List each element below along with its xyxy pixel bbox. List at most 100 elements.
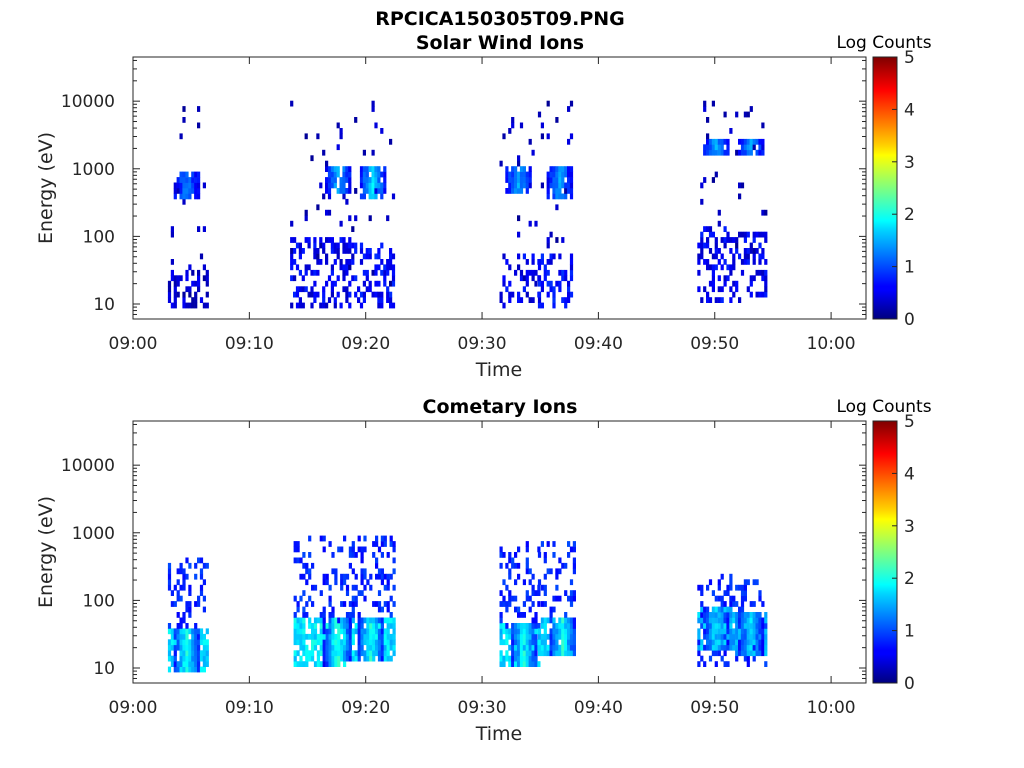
spectrogram-cell: [543, 275, 547, 282]
spectrogram-cell: [746, 617, 750, 624]
spectrogram-cell: [363, 568, 367, 575]
spectrogram-cell: [375, 562, 379, 569]
spectrogram-cell: [735, 111, 739, 118]
spectrogram-cell: [517, 639, 521, 646]
spectrogram-cell: [383, 166, 387, 172]
spectrogram-cell: [514, 595, 518, 602]
spectrogram-cell: [743, 612, 747, 618]
spectrogram-cell: [348, 171, 352, 178]
spectrogram-cell: [337, 633, 341, 640]
spectrogram-cell: [531, 650, 535, 657]
spectrogram-cell: [360, 639, 364, 646]
spectrogram-cell: [351, 628, 355, 635]
spectrogram-cell: [327, 182, 332, 189]
spectrogram-cell: [363, 655, 367, 662]
spectrogram-cell: [552, 595, 556, 602]
spectrogram-cell: [537, 259, 542, 265]
spectrogram-cell: [325, 177, 329, 183]
spectrogram-cell: [293, 595, 297, 602]
spectrogram-cell: [740, 595, 745, 602]
spectrogram-cell: [348, 601, 352, 607]
spectrogram-cell: [179, 655, 183, 662]
spectrogram-cell: [386, 617, 390, 624]
spectrogram-cell: [755, 231, 759, 238]
spectrogram-cell: [380, 644, 384, 651]
spectrogram-cell: [365, 275, 369, 282]
spectrogram-cell: [348, 639, 352, 646]
spectrogram-cell: [313, 291, 317, 298]
spectrogram-cell: [319, 628, 323, 635]
spectrogram-cell: [743, 138, 747, 145]
spectrogram-cell: [348, 259, 352, 265]
spectrogram-cell: [302, 628, 306, 635]
spectrogram-cell: [729, 579, 733, 586]
spectrogram-cell: [319, 590, 323, 596]
spectrogram-cell: [726, 275, 730, 282]
spectrogram-cell: [543, 269, 547, 276]
spectrogram-cell: [330, 166, 334, 172]
spectrogram-cell: [308, 623, 312, 629]
spectrogram-cell: [561, 177, 565, 183]
spectrogram-cell: [569, 100, 574, 107]
spectrogram-cell: [340, 655, 344, 662]
spectrogram-cell: [354, 623, 358, 629]
spectrogram-cell: [517, 655, 521, 662]
figure-title: RPCICA150305T09.PNG: [375, 8, 625, 30]
spectrogram-cell: [552, 633, 556, 640]
spectrogram-cell: [758, 633, 762, 640]
spectrogram-cell: [301, 286, 305, 293]
spectrogram-cell: [316, 253, 320, 260]
spectrogram-cell: [360, 633, 364, 640]
spectrogram-cell: [514, 269, 518, 276]
spectrogram-cell: [558, 286, 562, 293]
spectrogram-cell: [525, 644, 529, 651]
spectrogram-cell: [188, 666, 192, 673]
spectrogram-cell: [290, 248, 294, 254]
spectrogram-cell: [191, 269, 195, 276]
spectrogram-cell: [351, 601, 355, 607]
spectrogram-cell: [331, 644, 335, 651]
spectrogram-cell: [514, 650, 518, 657]
spectrogram-cell: [372, 655, 376, 662]
spectrogram-cell: [391, 269, 396, 276]
spectrogram-cell: [179, 628, 183, 635]
spectrogram-cell: [377, 590, 382, 596]
x-tick-label: 09:50: [690, 334, 739, 354]
spectrogram-cell: [362, 149, 366, 156]
spectrogram-cell: [531, 590, 535, 596]
spectrogram-cell: [749, 633, 753, 640]
spectrogram-cell: [764, 628, 768, 635]
spectrogram-cell: [522, 166, 526, 172]
spectrogram-cell: [322, 639, 326, 646]
spectrogram-cell: [758, 149, 762, 156]
spectrogram-cell: [295, 286, 300, 293]
spectrogram-cell: [537, 297, 542, 303]
spectrogram-cell: [714, 623, 718, 629]
spectrogram-cell: [714, 149, 718, 156]
spectrogram-cell: [197, 644, 201, 651]
spectrogram-cell: [514, 628, 518, 635]
spectrogram-cell: [348, 628, 352, 635]
spectrogram-cell: [703, 149, 707, 156]
spectrogram-cell: [290, 100, 294, 107]
spectrogram-cell: [729, 286, 733, 293]
spectrogram-cell: [755, 579, 759, 586]
spectrogram-cell: [302, 552, 306, 558]
spectrogram-cell: [511, 122, 515, 129]
spectrogram-cell: [322, 655, 326, 662]
spectrogram-cell: [508, 280, 512, 287]
spectrogram-cell: [368, 253, 372, 260]
spectrogram-cell: [717, 584, 721, 591]
spectrogram-cell: [735, 639, 739, 646]
spectrogram-cell: [170, 661, 174, 667]
spectrogram-cell: [383, 275, 387, 282]
spectrogram-cell: [301, 275, 305, 282]
spectrogram-cell: [555, 166, 559, 172]
spectrogram-cell: [720, 573, 724, 580]
spectrogram-cell: [758, 291, 762, 298]
spectrogram-cell: [726, 633, 730, 640]
spectrogram-cell: [703, 100, 707, 107]
spectrogram-cell: [386, 573, 390, 580]
spectrogram-cell: [572, 562, 576, 569]
x-tick-label: 09:20: [341, 698, 390, 718]
